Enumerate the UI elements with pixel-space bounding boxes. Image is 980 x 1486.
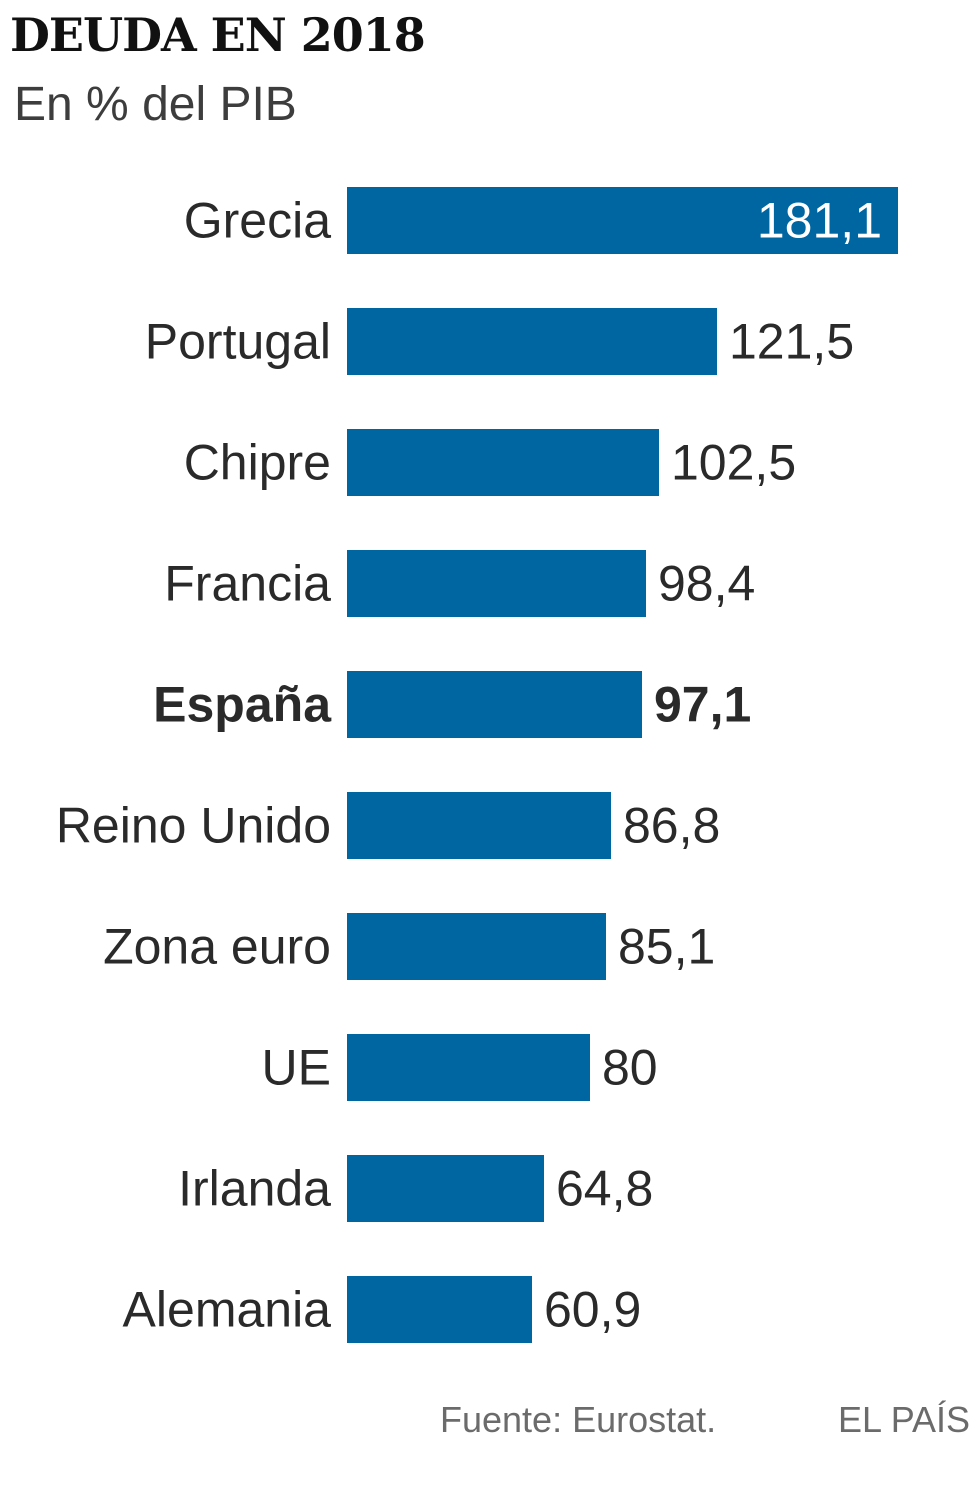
category-label: Portugal <box>145 314 331 370</box>
category-label: Grecia <box>184 193 331 249</box>
value-label: 64,8 <box>556 1161 653 1217</box>
category-label: Francia <box>164 556 331 612</box>
value-label: 60,9 <box>544 1282 641 1338</box>
value-label: 80 <box>602 1040 658 1096</box>
bar <box>347 1034 590 1101</box>
bar <box>347 308 717 375</box>
value-label: 98,4 <box>658 556 755 612</box>
value-label: 97,1 <box>654 677 751 733</box>
category-label: España <box>153 677 332 733</box>
value-label: 121,5 <box>729 314 854 370</box>
brand-logo: EL PAÍS <box>838 1399 971 1440</box>
value-label: 85,1 <box>618 919 715 975</box>
bar <box>347 550 646 617</box>
category-label: Alemania <box>123 1282 332 1338</box>
category-label: Zona euro <box>103 919 331 975</box>
source-note: Fuente: Eurostat. <box>440 1399 717 1440</box>
bar <box>347 429 659 496</box>
category-label: UE <box>262 1040 331 1096</box>
value-label: 102,5 <box>671 435 796 491</box>
category-label: Reino Unido <box>56 798 331 854</box>
chart-subtitle: En % del PIB <box>14 78 297 131</box>
value-label: 181,1 <box>757 193 882 249</box>
category-label: Chipre <box>184 435 331 491</box>
value-label: 86,8 <box>623 798 720 854</box>
bar <box>347 671 642 738</box>
chart-title: DEUDA EN 2018 <box>10 8 426 62</box>
bar <box>347 1155 544 1222</box>
bar <box>347 913 606 980</box>
category-label: Irlanda <box>178 1161 331 1217</box>
bar <box>347 187 898 254</box>
bar <box>347 1276 532 1343</box>
bar <box>347 792 611 859</box>
